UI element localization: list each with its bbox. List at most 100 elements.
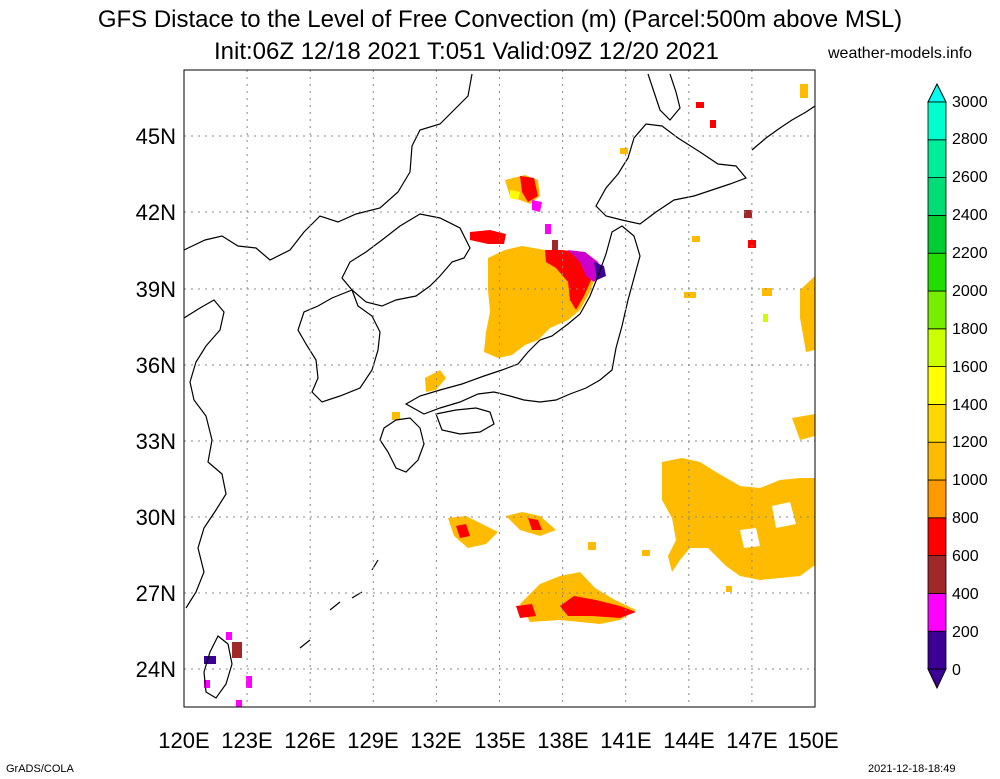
shade-spot-6	[800, 84, 808, 98]
colorbar-label: 800	[952, 510, 979, 527]
coast-korea	[297, 289, 381, 403]
shade-north-red2	[470, 230, 506, 244]
shade-spot-15	[588, 542, 596, 550]
shade-pacific-ne2	[800, 276, 815, 352]
lon-tick-label: 123E	[221, 728, 272, 753]
shade-spot-16	[642, 550, 650, 556]
colorbar-segment	[927, 177, 947, 216]
shade-spot-9	[744, 210, 752, 218]
colorbar-label: 1000	[952, 472, 988, 489]
map-title-line2: Init:06Z 12/18 2021 T:051 Valid:09Z 12/2…	[214, 38, 719, 65]
shade-pacific-east	[662, 458, 815, 580]
colorbar-segment	[927, 101, 947, 141]
lat-tick-label: 39N	[136, 277, 176, 302]
shade-spot-7	[696, 102, 704, 108]
lon-tick-label: 129E	[347, 728, 398, 753]
colorbar-bottom-triangle	[927, 668, 947, 690]
gridlines	[184, 70, 815, 707]
map-frame	[183, 69, 816, 708]
shade-spot-3	[392, 412, 400, 420]
shade-south-mid2-red	[528, 518, 542, 530]
lon-tick-label: 120E	[158, 728, 209, 753]
map-title-line1: GFS Distace to the Level of Free Convect…	[97, 6, 903, 33]
coast-japan-kyushu	[379, 417, 425, 473]
colorbar-segment	[927, 630, 947, 670]
colorbar-segment	[927, 479, 947, 519]
lat-tick-label: 36N	[136, 353, 176, 378]
coast-japan-shikoku	[435, 407, 495, 435]
shade-south-red	[516, 604, 536, 618]
colorbar-label: 2600	[952, 169, 988, 186]
shade-hokkaido-yellow	[510, 190, 520, 200]
shade-spot-12	[620, 148, 628, 154]
shade-spot-13	[684, 292, 696, 298]
colorbar-segment	[927, 555, 947, 594]
shade-hokkaido-red	[520, 176, 538, 202]
lat-tick-label: 42N	[136, 200, 176, 225]
shade-spot-14	[726, 586, 732, 592]
colorbar-label: 600	[952, 548, 979, 565]
lat-tick-label: 45N	[136, 124, 176, 149]
colorbar-label: 2400	[952, 207, 988, 224]
colorbar-label: 0	[952, 662, 961, 679]
shade-pacific-east-hole1	[740, 528, 760, 548]
coast-taiwan	[203, 635, 233, 699]
colorbar-segment	[927, 252, 947, 292]
shade-pacific-ne	[792, 414, 815, 440]
field-overlay	[204, 84, 815, 707]
coastlines	[184, 73, 815, 699]
shade-taiwan-5	[204, 680, 210, 688]
shade-spot-1	[545, 224, 551, 234]
colorbar-label: 1200	[952, 434, 988, 451]
shade-taiwan-2	[232, 642, 242, 658]
lon-tick-label: 144E	[663, 728, 714, 753]
colorbar-label: 2200	[952, 245, 988, 262]
colorbar-label: 1800	[952, 321, 988, 338]
colorbar-segment	[927, 214, 947, 254]
colorbar-segment	[927, 441, 947, 481]
source-site: weather-models.info	[828, 45, 973, 62]
lat-tick-label: 33N	[136, 429, 176, 454]
footer-software: GrADS/COLA	[6, 763, 74, 775]
coast-asia-mainland	[184, 73, 473, 307]
lat-tick-label: 27N	[136, 581, 176, 606]
colorbar-top-triangle	[927, 82, 947, 103]
lon-tick-label: 150E	[787, 728, 838, 753]
colorbar-segment	[927, 366, 947, 405]
shade-taiwan-1	[226, 632, 232, 640]
colorbar-segment	[927, 517, 947, 556]
colorbar-segment	[927, 328, 947, 367]
colorbar-segment	[927, 593, 947, 632]
shade-spot-2	[552, 240, 558, 250]
colorbar-segment	[927, 403, 947, 443]
footer-timestamp: 2021-12-18-18:49	[868, 763, 956, 775]
shade-taiwan-6	[236, 700, 242, 707]
colorbar-label: 2800	[952, 131, 988, 148]
colorbar-label: 3000	[952, 94, 988, 111]
colorbar-label: 400	[952, 586, 979, 603]
lon-tick-labels: 120E 123E 126E 129E 132E 135E 138E 141E …	[158, 728, 838, 753]
shade-south-red2	[560, 596, 636, 618]
lon-tick-label: 135E	[474, 728, 525, 753]
shade-spot-5	[763, 314, 768, 322]
colorbar-segment	[927, 139, 947, 179]
lon-tick-label: 147E	[726, 728, 777, 753]
colorbar-label: 1400	[952, 397, 988, 414]
lat-tick-label: 30N	[136, 505, 176, 530]
shade-south-mid-red	[456, 524, 470, 538]
coast-sakhalin	[647, 73, 681, 121]
shade-spot-11	[692, 236, 700, 242]
lon-tick-label: 126E	[284, 728, 335, 753]
coast-japan-hokkaido	[595, 123, 748, 225]
shade-south-korea-strait	[425, 370, 446, 392]
colorbar-label: 1600	[952, 359, 988, 376]
colorbar-label: 2000	[952, 283, 988, 300]
colorbar: 0 200 400 600 800 1000 1200 1400 1600 18…	[927, 82, 988, 690]
shade-spot-8	[710, 120, 716, 128]
shade-taiwan-3	[204, 656, 216, 664]
shade-south-mid	[448, 516, 498, 548]
coast-china-east	[184, 299, 227, 609]
shade-spot-4	[762, 288, 772, 296]
shade-spot-10	[748, 240, 756, 248]
